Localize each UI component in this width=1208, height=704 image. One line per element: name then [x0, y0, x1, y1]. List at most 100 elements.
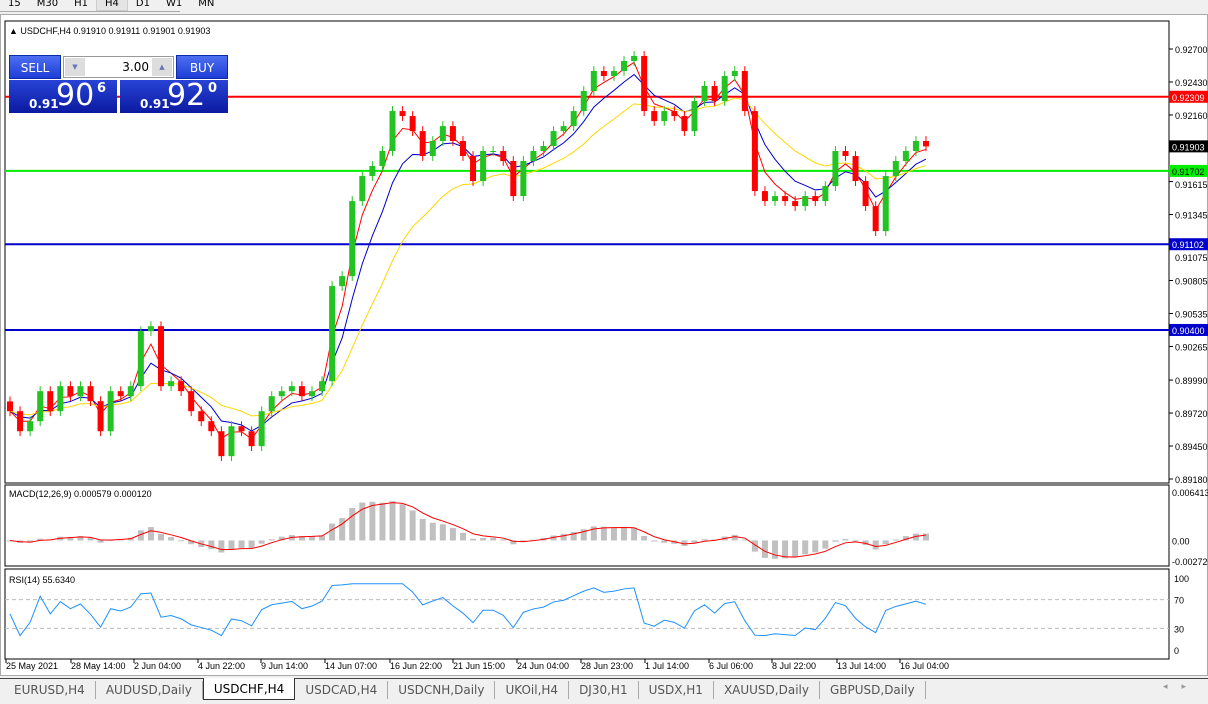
candle-body	[278, 391, 285, 397]
y-tick-label: 0.92160	[1175, 111, 1208, 121]
timeframe-H4[interactable]: H4	[95, 0, 128, 11]
tab-eurusd-h4[interactable]: EURUSD,H4	[4, 681, 96, 699]
candle-body	[550, 131, 557, 146]
rsi-tick-label: 70	[1174, 596, 1184, 606]
macd-histogram-bar	[872, 540, 879, 550]
macd-histogram-bar	[510, 540, 517, 545]
macd-histogram-bar	[761, 540, 768, 558]
candle-body	[580, 91, 587, 112]
candle-body	[651, 111, 658, 122]
macd-histogram-bar	[157, 533, 164, 541]
candle-body	[389, 111, 396, 152]
candle-body	[782, 196, 789, 202]
tab-usdchf-h4[interactable]: USDCHF,H4	[202, 678, 296, 700]
tab-usdx-h1[interactable]: USDX,H1	[639, 681, 714, 699]
candle-body	[480, 151, 487, 182]
timeframe-toolbar: 15 M30 H1 H4 D1 W1 MN	[0, 0, 214, 12]
macd-histogram-bar	[822, 540, 829, 549]
candle-body	[188, 391, 195, 412]
hline-price-badge	[1169, 90, 1208, 103]
timeframe-D1[interactable]: D1	[135, 0, 150, 9]
candle-body	[540, 145, 547, 152]
sell-price-prefix: 0.91	[29, 97, 59, 111]
buy-price[interactable]: 0.91 92 0	[120, 78, 228, 113]
sell-button[interactable]: SELL	[9, 55, 61, 79]
tab-usdcnh-daily[interactable]: USDCNH,Daily	[388, 681, 496, 699]
rsi-tick-label: 0	[1174, 646, 1179, 656]
macd-histogram-bar	[731, 534, 738, 541]
macd-title: MACD(12,26,9) 0.000579 0.000120	[9, 489, 152, 499]
macd-histogram-bar	[631, 527, 638, 541]
candle-body	[238, 426, 245, 432]
y-tick-label: 0.90265	[1175, 342, 1208, 352]
pane-frame-2	[4, 568, 1170, 660]
macd-histogram-bar	[147, 527, 154, 541]
candle-body	[832, 151, 839, 187]
macd-histogram-bar	[923, 533, 929, 541]
macd-histogram-bar	[560, 534, 567, 541]
macd-histogram-bar	[329, 523, 336, 541]
macd-histogram-bar	[751, 540, 758, 552]
macd-histogram-bar	[278, 536, 285, 541]
tab-gbpusd-daily[interactable]: GBPUSD,Daily	[820, 681, 926, 699]
macd-histogram-bar	[792, 540, 799, 558]
y-tick-label: 0.92430	[1175, 78, 1208, 88]
chart-canvas[interactable]: 0.927000.924300.921600.916150.913450.910…	[1, 15, 1208, 677]
macd-histogram-bar	[459, 532, 466, 541]
candle-body	[67, 386, 74, 397]
x-tick-label: 14 Jun 07:00	[325, 661, 377, 671]
timeframe-W1[interactable]: W1	[165, 0, 183, 9]
tab-ukoil-h4[interactable]: UKOil,H4	[495, 681, 570, 699]
increase-lots-icon[interactable]: ▲	[152, 58, 172, 76]
one-click-trade-panel: SELL ▼ 3.00 ▲ BUY 0.91 90 6 0.91 92 0	[9, 55, 228, 113]
tab-xauusd-daily[interactable]: XAUUSD,Daily	[714, 681, 820, 699]
candle-body	[87, 386, 94, 402]
hline-price-label: 0.91702	[1172, 167, 1205, 177]
y-tick-label: 0.91075	[1175, 253, 1208, 263]
macd-histogram-bar	[490, 537, 497, 541]
decrease-lots-icon[interactable]: ▼	[65, 58, 85, 76]
candle-body	[761, 191, 768, 202]
timeframe-MN[interactable]: MN	[198, 0, 215, 9]
sell-price[interactable]: 0.91 90 6	[9, 78, 117, 113]
y-tick-label: 0.91615	[1175, 180, 1208, 190]
tab-scroll-arrows-icon[interactable]: ◂▸	[1162, 682, 1200, 692]
timeframe-15[interactable]: 15	[8, 0, 21, 9]
candle-body	[731, 70, 738, 76]
candle-body	[772, 196, 779, 202]
candle-body	[147, 326, 154, 332]
y-tick-label: 0.90535	[1175, 309, 1208, 319]
x-tick-label: 13 Jul 14:00	[837, 661, 886, 671]
lots-stepper[interactable]: ▼ 3.00 ▲	[63, 56, 174, 78]
candle-body	[97, 401, 104, 432]
candle-body	[379, 151, 386, 167]
candle-body	[228, 426, 235, 457]
candle-body	[822, 186, 829, 202]
macd-histogram-bar	[37, 538, 44, 541]
candle-body	[892, 161, 899, 177]
chart-window[interactable]: 0.92700 0.92430 0.92160 0.91615 0.91345 0.910…	[0, 14, 1208, 676]
candle-body	[329, 286, 336, 382]
macd-histogram-bar	[661, 540, 668, 543]
macd-histogram-bar	[137, 530, 144, 541]
hline-price-badge	[1169, 164, 1208, 177]
sell-price-big: 90	[56, 78, 95, 113]
macd-histogram-bar	[449, 528, 456, 541]
tab-audusd-daily[interactable]: AUDUSD,Daily	[96, 681, 203, 699]
candle-body	[339, 276, 346, 287]
macd-tick-label: 0.006413	[1172, 488, 1208, 498]
hline-price-badge	[1169, 238, 1208, 251]
macd-histogram-bar	[308, 536, 315, 541]
lots-input[interactable]: 3.00	[122, 60, 149, 74]
x-tick-label: 21 Jun 15:00	[453, 661, 505, 671]
buy-button[interactable]: BUY	[176, 55, 228, 79]
macd-histogram-bar	[77, 536, 84, 541]
tab-usdcad-h4[interactable]: USDCAD,H4	[295, 681, 389, 699]
macd-histogram-bar	[741, 539, 748, 541]
timeframe-M30[interactable]: M30	[36, 0, 59, 9]
rsi-tick-label: 100	[1174, 574, 1189, 584]
tab-dj30-h1[interactable]: DJ30,H1	[569, 681, 639, 699]
y-tick-label: 0.89450	[1175, 442, 1208, 452]
x-tick-label: 16 Jul 04:00	[900, 661, 949, 671]
timeframe-H1[interactable]: H1	[74, 0, 88, 9]
